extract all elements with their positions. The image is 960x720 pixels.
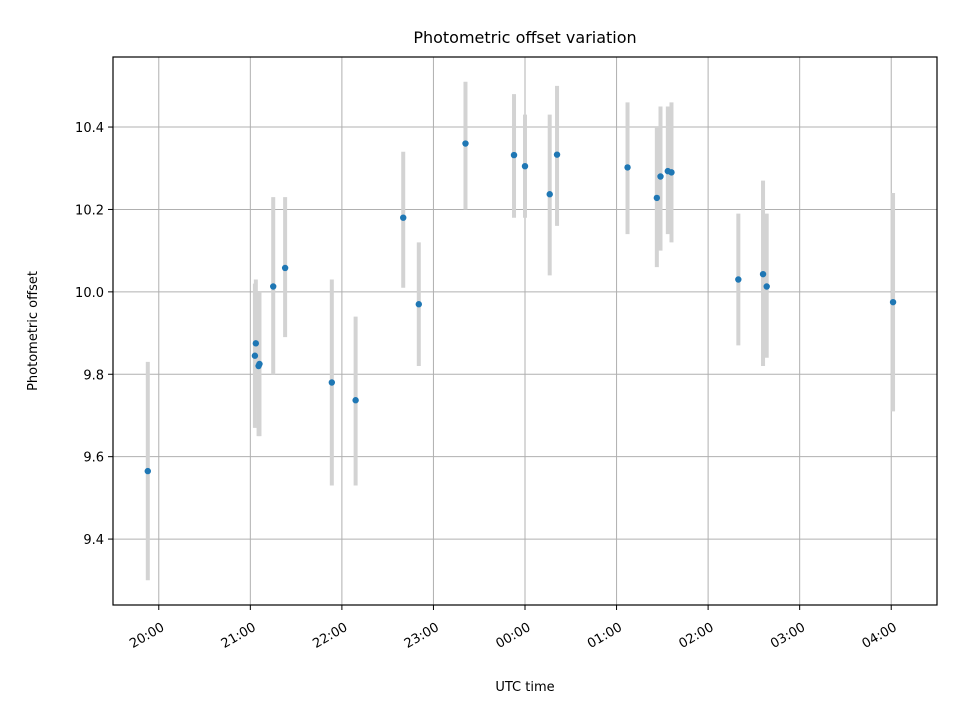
data-point [462,140,469,147]
data-point [281,264,289,272]
x-axis-ticks: 20:00 21:00 22:00 23:00 00:00 01:00 02:00 03:00… [127,605,900,652]
data-point [400,214,407,221]
data-point [510,151,518,159]
data-point [653,194,661,202]
data-point [252,340,260,347]
data-point [256,360,263,368]
data-point [251,352,259,359]
data-point [553,151,561,158]
data-point [668,169,675,176]
data-point [546,191,553,198]
data-point [763,283,770,290]
y-tick-label: 9.8 [83,368,104,383]
data-point [657,173,664,180]
data-point [521,162,529,170]
error-bars [145,81,896,581]
y-tick-label: 9.6 [83,451,104,466]
x-tick-label: 20:00 [127,620,167,652]
data-point [328,379,336,386]
x-tick-label: 23:00 [402,620,442,652]
x-tick-label: 22:00 [310,620,350,652]
data-point [270,283,277,290]
x-tick-label: 02:00 [677,620,717,652]
x-tick-label: 00:00 [493,620,533,652]
y-tick-label: 10.4 [75,121,104,136]
data-point [415,301,422,308]
data-point [889,298,897,306]
x-tick-label: 01:00 [585,620,625,652]
data-point [352,397,359,404]
data-point [759,270,767,278]
data-point [144,467,151,475]
y-tick-label: 10.0 [75,286,104,301]
y-tick-label: 9.4 [83,533,104,548]
chart-title: Photometric offset variation [413,28,636,47]
x-tick-label: 21:00 [219,620,259,652]
x-tick-label: 04:00 [860,620,900,652]
y-tick-label: 10.2 [75,203,104,218]
data-point [735,276,742,283]
data-point [624,164,631,171]
x-axis-label: UTC time [495,680,554,695]
x-tick-label: 03:00 [768,620,808,652]
data-points [144,140,897,475]
y-axis-label: Photometric offset [26,271,41,391]
y-axis-ticks: 9.4 9.6 9.8 10.0 10.2 10.4 [75,121,113,548]
